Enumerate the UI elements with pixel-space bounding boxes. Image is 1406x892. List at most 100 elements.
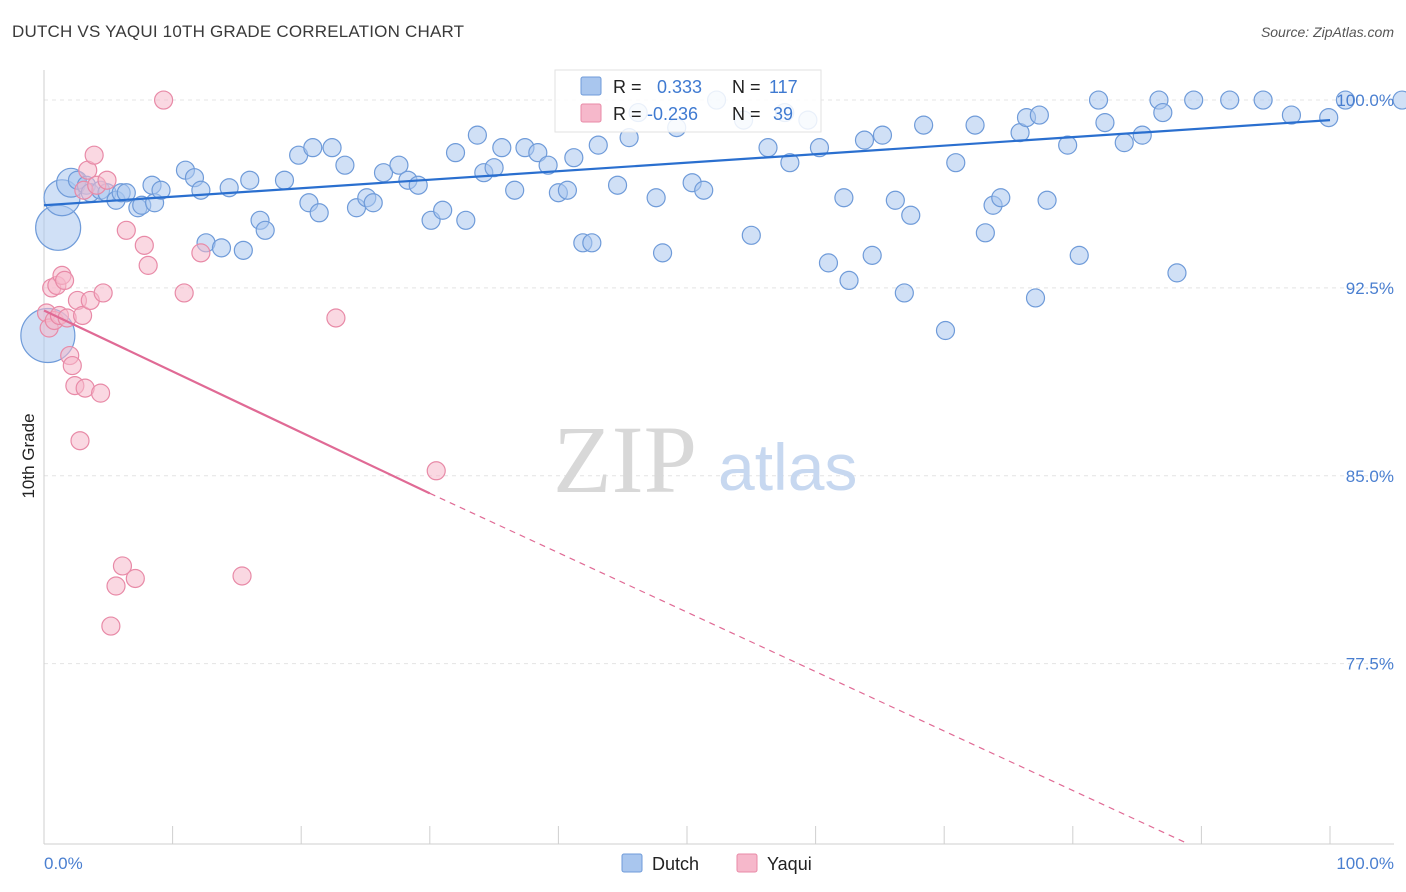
data-point-yaqui (116, 220, 136, 240)
data-point-yaqui (54, 270, 75, 291)
data-point-dutch (1025, 288, 1046, 308)
y-tick-labels: 100.0% 92.5% 85.0% 77.5% (1336, 91, 1394, 674)
stats-r-label-yaqui: R = (613, 104, 642, 124)
stats-r-label-dutch: R = (613, 77, 642, 97)
data-point-dutch (1253, 90, 1273, 110)
data-point-dutch (492, 138, 512, 158)
data-point-yaqui (174, 283, 194, 303)
x-tick-label-min: 0.0% (44, 854, 83, 873)
data-point-dutch (505, 180, 525, 200)
data-point-dutch (255, 220, 275, 240)
data-point-dutch (1335, 90, 1356, 110)
data-point-dutch (694, 180, 714, 200)
stats-swatch-dutch (580, 76, 602, 96)
chart-source: Source: ZipAtlas.com (1260, 24, 1394, 40)
data-point-dutch (1392, 90, 1406, 110)
data-point-dutch (582, 233, 602, 253)
trend-extension-yaqui (429, 492, 1189, 845)
legend-swatch-yaqui (736, 853, 758, 873)
data-point-dutch (240, 170, 260, 190)
data-point-dutch (408, 175, 428, 195)
stats-swatch-yaqui (580, 103, 602, 123)
data-point-dutch (946, 153, 966, 173)
data-point-yaqui (326, 308, 346, 328)
data-point-yaqui (191, 243, 211, 263)
y-axis-title: 10th Grade (19, 413, 38, 498)
stats-n-label-dutch: N = (732, 77, 761, 97)
data-point-dutch (741, 225, 761, 245)
data-point-yaqui (62, 355, 82, 376)
data-points (20, 90, 1406, 636)
data-point-dutch (1029, 105, 1049, 125)
legend-swatch-dutch (621, 853, 643, 873)
data-point-dutch (433, 200, 453, 220)
data-point-dutch (965, 115, 985, 135)
data-point-yaqui (90, 383, 111, 403)
data-point-dutch (935, 320, 956, 341)
data-point-yaqui (134, 235, 154, 255)
trend-line-yaqui (43, 309, 431, 495)
trend-line-dutch (43, 118, 1331, 207)
data-point-yaqui (70, 431, 90, 451)
chart-title: DUTCH VS YAQUI 10TH GRADE CORRELATION CH… (12, 22, 465, 41)
data-point-dutch (389, 155, 409, 175)
data-point-dutch (151, 180, 171, 200)
data-point-dutch (862, 245, 882, 265)
data-point-dutch (211, 238, 232, 258)
y-tick-label: 77.5% (1346, 655, 1394, 674)
data-point-dutch (335, 155, 355, 175)
data-point-dutch (894, 283, 914, 303)
data-point-yaqui (106, 576, 126, 596)
data-point-dutch (233, 240, 253, 260)
y-tick-label: 85.0% (1346, 467, 1394, 486)
data-point-dutch (363, 193, 383, 213)
stats-n-label-yaqui: N = (732, 104, 761, 124)
data-point-dutch (557, 180, 578, 200)
data-point-dutch (484, 158, 504, 178)
trend-lines (43, 118, 1331, 845)
stats-n-value-dutch: 117 (769, 77, 798, 97)
data-point-dutch (274, 170, 295, 190)
data-point-yaqui (93, 283, 113, 303)
data-point-dutch (1114, 133, 1134, 153)
data-point-dutch (456, 210, 476, 230)
data-point-dutch (1167, 263, 1187, 283)
data-point-dutch (528, 143, 548, 163)
data-point-dutch (538, 155, 558, 175)
data-point-dutch (1281, 105, 1302, 125)
data-point-dutch (1132, 125, 1152, 145)
data-point-dutch (1095, 113, 1115, 133)
data-point-yaqui (232, 566, 252, 586)
stats-legend: R = 0.333 N = 117 R = -0.236 N = 39 (554, 69, 822, 133)
data-point-yaqui (112, 556, 133, 576)
data-point-dutch (1058, 135, 1078, 155)
stats-r-value-yaqui: -0.236 (647, 104, 698, 124)
stats-n-value-yaqui: 39 (773, 104, 793, 124)
data-point-dutch (607, 175, 628, 195)
data-point-dutch (467, 125, 487, 145)
data-point-dutch (901, 205, 921, 225)
data-point-yaqui (125, 568, 145, 589)
data-point-yaqui (138, 255, 158, 275)
data-point-dutch (839, 270, 859, 291)
data-point-dutch (780, 153, 800, 173)
data-point-dutch (1069, 245, 1089, 265)
y-tick-label: 92.5% (1346, 279, 1394, 298)
watermark: ZIP atlas (553, 406, 857, 513)
data-point-dutch (1153, 102, 1173, 123)
data-point-dutch (1184, 90, 1204, 110)
data-point-dutch (303, 138, 323, 158)
data-point-dutch (818, 253, 839, 273)
data-point-dutch (975, 223, 995, 243)
watermark-atlas: atlas (718, 430, 857, 504)
data-point-dutch (564, 148, 584, 168)
data-point-dutch (758, 138, 778, 158)
data-point-dutch (1319, 107, 1339, 128)
data-point-yaqui (101, 616, 121, 636)
series-legend: Dutch Yaqui (621, 853, 812, 874)
watermark-zip: ZIP (553, 406, 697, 513)
data-point-dutch (834, 188, 854, 208)
stats-r-value-dutch: 0.333 (657, 77, 702, 97)
x-tick-label-max: 100.0% (1336, 854, 1394, 873)
